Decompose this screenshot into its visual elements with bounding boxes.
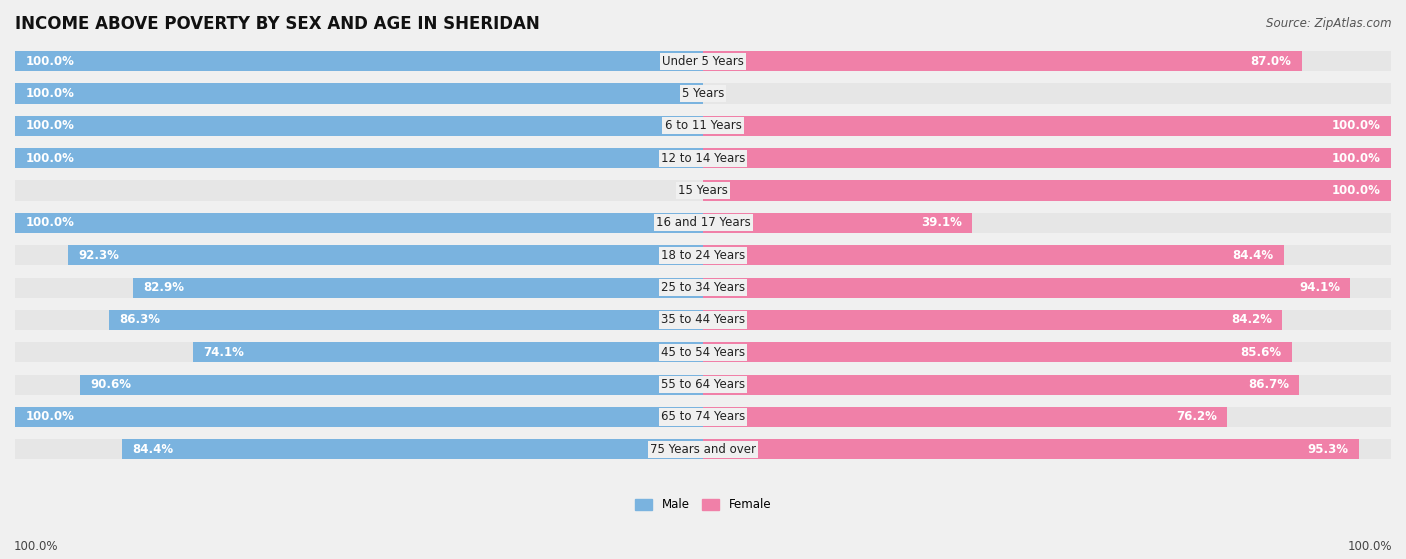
Bar <box>132 277 703 297</box>
Bar <box>15 342 703 362</box>
Bar <box>15 213 703 233</box>
Text: 45 to 54 Years: 45 to 54 Years <box>661 345 745 359</box>
Text: 87.0%: 87.0% <box>1250 55 1291 68</box>
Bar <box>703 342 1292 362</box>
Bar <box>15 51 703 71</box>
Bar <box>15 245 703 265</box>
Bar <box>15 277 703 297</box>
Bar <box>703 342 1391 362</box>
Bar <box>703 116 1391 136</box>
Bar <box>703 439 1358 459</box>
Text: 94.1%: 94.1% <box>1299 281 1340 294</box>
Bar <box>703 181 1391 201</box>
Bar <box>15 375 703 395</box>
Text: 76.2%: 76.2% <box>1175 410 1218 423</box>
Bar <box>703 51 1391 71</box>
Text: 35 to 44 Years: 35 to 44 Years <box>661 314 745 326</box>
Bar <box>703 213 972 233</box>
Text: 15 Years: 15 Years <box>678 184 728 197</box>
Bar <box>703 51 1302 71</box>
Text: 100.0%: 100.0% <box>1331 119 1381 132</box>
Bar <box>15 181 703 201</box>
Text: 86.7%: 86.7% <box>1249 378 1289 391</box>
Text: Under 5 Years: Under 5 Years <box>662 55 744 68</box>
Bar <box>703 375 1391 395</box>
Text: 100.0%: 100.0% <box>25 55 75 68</box>
Bar <box>703 407 1227 427</box>
Bar <box>15 407 703 427</box>
Text: 6 to 11 Years: 6 to 11 Years <box>665 119 741 132</box>
Text: 100.0%: 100.0% <box>25 119 75 132</box>
Bar <box>703 116 1391 136</box>
Text: 84.4%: 84.4% <box>132 443 174 456</box>
Text: 86.3%: 86.3% <box>120 314 160 326</box>
Bar <box>15 51 703 71</box>
Bar <box>15 439 703 459</box>
Bar <box>67 245 703 265</box>
Legend: Male, Female: Male, Female <box>630 494 776 516</box>
Bar <box>703 310 1391 330</box>
Text: 16 and 17 Years: 16 and 17 Years <box>655 216 751 229</box>
Bar <box>15 83 703 103</box>
Text: 84.4%: 84.4% <box>1232 249 1274 262</box>
Text: 100.0%: 100.0% <box>25 151 75 165</box>
Text: 84.2%: 84.2% <box>1232 314 1272 326</box>
Text: Source: ZipAtlas.com: Source: ZipAtlas.com <box>1267 17 1392 30</box>
Bar <box>193 342 703 362</box>
Bar <box>15 213 703 233</box>
Bar <box>703 181 1391 201</box>
Bar <box>15 116 703 136</box>
Bar <box>703 310 1282 330</box>
Text: 100.0%: 100.0% <box>25 87 75 100</box>
Bar <box>703 213 1391 233</box>
Bar <box>703 375 1299 395</box>
Bar <box>15 407 703 427</box>
Text: 100.0%: 100.0% <box>1331 184 1381 197</box>
Text: 82.9%: 82.9% <box>143 281 184 294</box>
Bar <box>703 439 1391 459</box>
Text: 12 to 14 Years: 12 to 14 Years <box>661 151 745 165</box>
Text: 100.0%: 100.0% <box>1347 541 1392 553</box>
Bar <box>15 310 703 330</box>
Bar <box>110 310 703 330</box>
Bar <box>15 148 703 168</box>
Text: 74.1%: 74.1% <box>204 345 245 359</box>
Bar <box>703 245 1391 265</box>
Bar <box>703 277 1350 297</box>
Bar <box>15 116 703 136</box>
Bar <box>703 245 1284 265</box>
Bar <box>15 148 703 168</box>
Text: 39.1%: 39.1% <box>921 216 962 229</box>
Text: 95.3%: 95.3% <box>1308 443 1348 456</box>
Bar <box>703 83 1391 103</box>
Text: 25 to 34 Years: 25 to 34 Years <box>661 281 745 294</box>
Text: INCOME ABOVE POVERTY BY SEX AND AGE IN SHERIDAN: INCOME ABOVE POVERTY BY SEX AND AGE IN S… <box>15 15 540 33</box>
Bar <box>15 83 703 103</box>
Text: 100.0%: 100.0% <box>14 541 59 553</box>
Bar <box>703 277 1391 297</box>
Text: 65 to 74 Years: 65 to 74 Years <box>661 410 745 423</box>
Text: 5 Years: 5 Years <box>682 87 724 100</box>
Text: 90.6%: 90.6% <box>90 378 131 391</box>
Bar <box>703 148 1391 168</box>
Bar <box>122 439 703 459</box>
Text: 75 Years and over: 75 Years and over <box>650 443 756 456</box>
Text: 100.0%: 100.0% <box>25 410 75 423</box>
Text: 100.0%: 100.0% <box>25 216 75 229</box>
Text: 100.0%: 100.0% <box>1331 151 1381 165</box>
Bar <box>80 375 703 395</box>
Text: 85.6%: 85.6% <box>1240 345 1282 359</box>
Text: 18 to 24 Years: 18 to 24 Years <box>661 249 745 262</box>
Bar <box>703 407 1391 427</box>
Bar <box>703 148 1391 168</box>
Text: 92.3%: 92.3% <box>79 249 120 262</box>
Text: 55 to 64 Years: 55 to 64 Years <box>661 378 745 391</box>
